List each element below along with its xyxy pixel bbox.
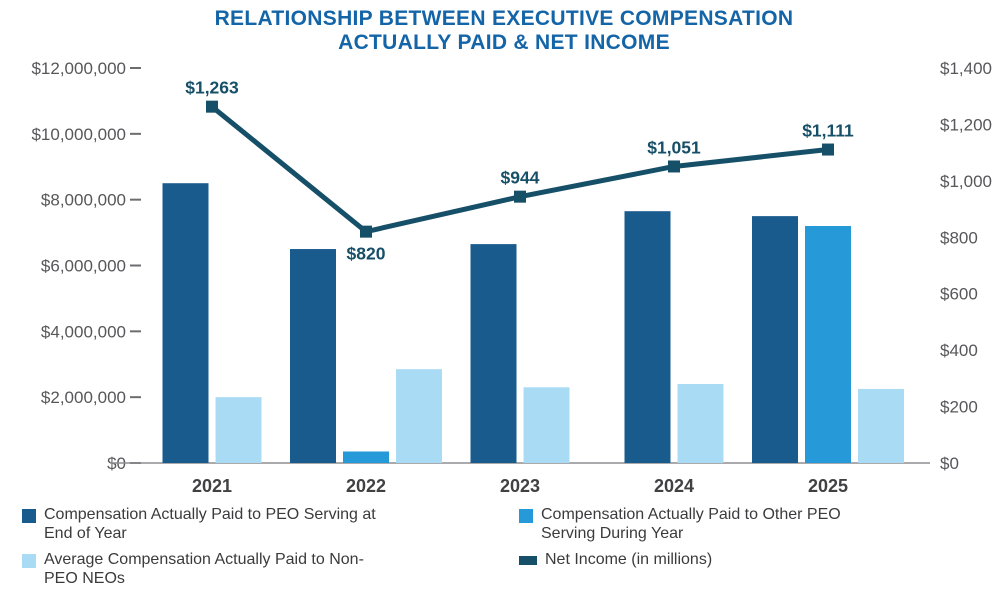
net-income-marker (514, 191, 526, 204)
net-income-marker (822, 143, 834, 156)
x-axis-category-label: 2025 (808, 476, 848, 496)
right-axis-tick-label: $400 (940, 342, 978, 361)
legend-item-non-peo-neos: Average Compensation Actually Paid to No… (22, 551, 519, 588)
bar (396, 369, 442, 464)
chart-legend: Compensation Actually Paid to PEO Servin… (0, 506, 1008, 588)
legend-item-other-peo: Compensation Actually Paid to Other PEO … (519, 506, 1008, 543)
bar (677, 384, 724, 464)
chart-title-line-2: ACTUALLY PAID & NET INCOME (338, 30, 670, 54)
bar (624, 211, 671, 464)
net-income-marker (668, 160, 680, 173)
bar (752, 216, 798, 464)
x-axis-category-label: 2023 (500, 476, 540, 496)
right-axis-tick-label: $0 (940, 454, 959, 473)
left-axis-tick-label: $6,000,000 (41, 257, 126, 276)
combo-chart: $12,000,000 $10,000,000 $8,000,000 $6,000,0… (31, 59, 992, 496)
legend-label-peo-end-of-year: Compensation Actually Paid to PEO Servin… (44, 506, 376, 543)
legend-label-non-peo-neos: Average Compensation Actually Paid to No… (44, 550, 364, 587)
bar (470, 244, 517, 464)
right-axis-tick-label: $1,200 (940, 116, 992, 135)
bar (858, 389, 904, 464)
net-income-data-label: $1,051 (647, 138, 701, 158)
chart-title: RELATIONSHIP BETWEEN EXECUTIVE COMPENSAT… (0, 0, 1008, 54)
bar (343, 451, 389, 464)
bar (290, 249, 336, 464)
x-axis-category-label: 2021 (192, 476, 232, 496)
right-axis-tick-label: $1,000 (940, 172, 992, 191)
bar (523, 387, 570, 464)
left-axis-tick-label: $8,000,000 (41, 191, 126, 210)
net-income-data-label: $944 (501, 168, 540, 188)
net-income-data-label: $1,263 (185, 78, 239, 98)
chart-title-line-1: RELATIONSHIP BETWEEN EXECUTIVE COMPENSAT… (214, 7, 794, 30)
left-axis-tick-label: $12,000,000 (31, 59, 126, 78)
x-axis-category-label: 2024 (654, 476, 694, 496)
legend-swatch-net-income (519, 555, 537, 565)
net-income-marker (360, 226, 372, 239)
right-axis-tick-label: $800 (940, 229, 978, 248)
net-income-marker (206, 101, 218, 114)
left-axis-tick-label: $2,000,000 (41, 389, 126, 408)
legend-item-net-income: Net Income (in millions) (519, 551, 1008, 588)
right-axis-tick-label: $1,400 (940, 59, 992, 78)
bar (162, 183, 209, 464)
net-income-data-label: $820 (347, 244, 386, 264)
x-axis-category-label: 2022 (346, 476, 386, 496)
left-axis-tick-label: $10,000,000 (31, 125, 126, 144)
legend-item-peo-end-of-year: Compensation Actually Paid to PEO Servin… (22, 506, 519, 543)
legend-swatch-peo-end-of-year (22, 509, 36, 524)
net-income-data-label: $1,111 (802, 121, 854, 141)
legend-label-net-income: Net Income (in millions) (545, 550, 713, 568)
right-axis-tick-label: $600 (940, 285, 978, 304)
left-axis-tick-label: $4,000,000 (41, 323, 126, 342)
bar (805, 226, 851, 464)
legend-swatch-other-peo (519, 509, 533, 524)
bar (215, 397, 262, 464)
legend-label-other-peo: Compensation Actually Paid to Other PEO … (541, 506, 841, 543)
right-axis-tick-label: $200 (940, 398, 978, 417)
legend-swatch-non-peo-neos (22, 553, 36, 568)
